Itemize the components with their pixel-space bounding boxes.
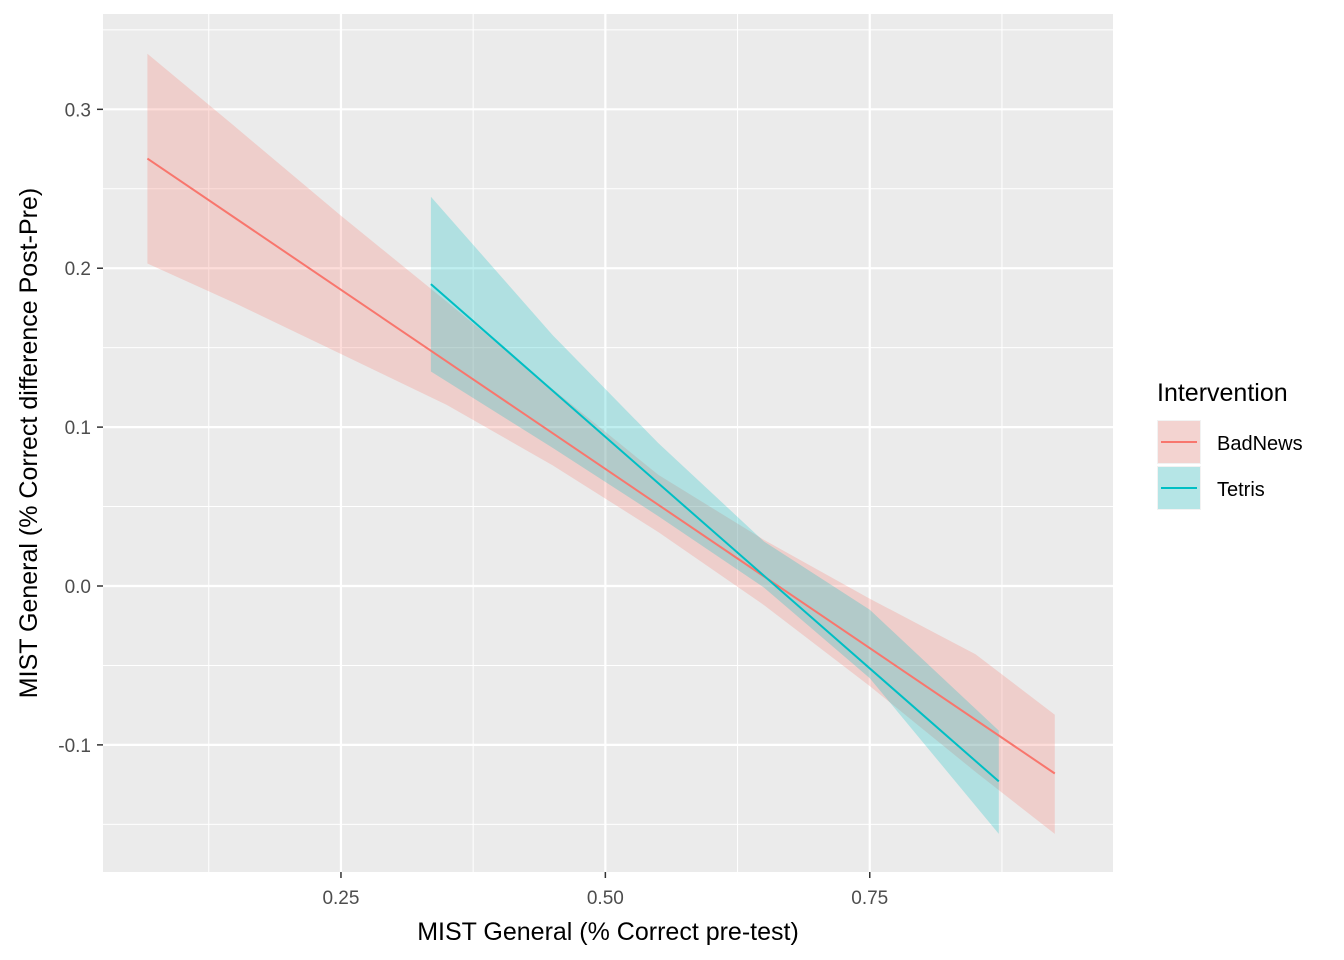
line-badnews bbox=[146, 157, 1056, 775]
y-tick-label: 0.0 bbox=[65, 577, 91, 598]
legend: Intervention BadNews Tetris bbox=[1157, 379, 1303, 510]
ribbon-tetris bbox=[430, 196, 999, 834]
y-tick-label: 0.1 bbox=[65, 418, 91, 439]
x-tick-label: 0.75 bbox=[851, 888, 888, 909]
y-axis-title: MIST General (% Correct difference Post-… bbox=[15, 188, 43, 698]
line-tetris bbox=[430, 283, 1000, 783]
x-axis: 0.25 0.50 0.75 bbox=[322, 872, 888, 909]
panel-background bbox=[103, 14, 1113, 872]
confidence-ribbons bbox=[147, 53, 1055, 834]
ribbon-badnews bbox=[147, 53, 1055, 834]
y-tick-label: 0.3 bbox=[65, 100, 91, 121]
x-axis-title: MIST General (% Correct pre-test) bbox=[417, 918, 799, 946]
x-tick-label: 0.50 bbox=[587, 888, 624, 909]
legend-label-tetris: Tetris bbox=[1217, 479, 1265, 501]
regression-lines bbox=[146, 157, 1056, 783]
y-tick-label: 0.2 bbox=[65, 259, 91, 280]
grid-minor bbox=[103, 14, 1113, 872]
x-tick-label: 0.25 bbox=[322, 888, 359, 909]
legend-keys: BadNews Tetris bbox=[1157, 420, 1303, 510]
grid-major bbox=[103, 14, 1113, 872]
y-tick-label: -0.1 bbox=[58, 736, 91, 757]
y-axis: -0.1 0.0 0.1 0.2 0.3 bbox=[58, 100, 103, 757]
legend-label-badnews: BadNews bbox=[1217, 433, 1303, 455]
legend-title: Intervention bbox=[1157, 379, 1288, 407]
